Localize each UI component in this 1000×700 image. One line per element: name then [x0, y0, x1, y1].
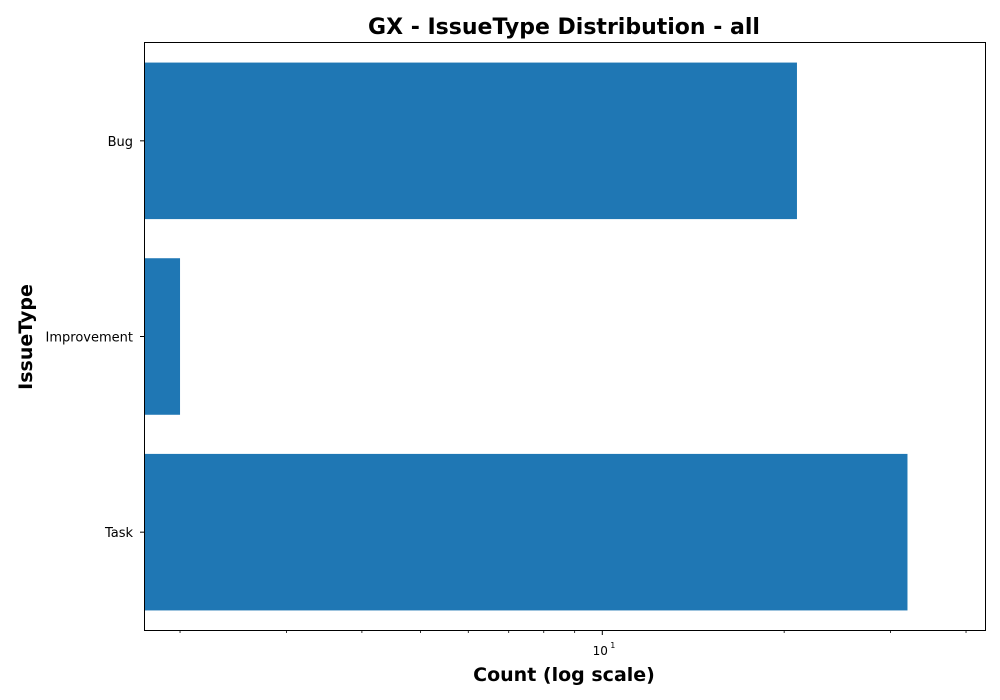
chart-title: GX - IssueType Distribution - all	[368, 15, 760, 40]
y-axis-ticks: Bug Improvement Task	[46, 135, 145, 541]
x-axis-ticks: 10 1	[179, 630, 967, 658]
x-tick-label: 10	[593, 644, 608, 658]
x-tick-label-exponent: 1	[610, 641, 615, 650]
x-axis-label: Count (log scale)	[473, 664, 655, 686]
y-tick-label: Bug	[108, 135, 133, 150]
y-tick-label: Task	[104, 526, 134, 541]
bar-task	[145, 453, 908, 611]
bar-improvement	[145, 258, 181, 415]
plot-frame	[144, 42, 986, 631]
y-tick-label: Improvement	[46, 331, 133, 346]
y-axis-label: IssueType	[15, 284, 37, 390]
bar-bug	[145, 62, 797, 220]
bars-group	[145, 62, 908, 611]
